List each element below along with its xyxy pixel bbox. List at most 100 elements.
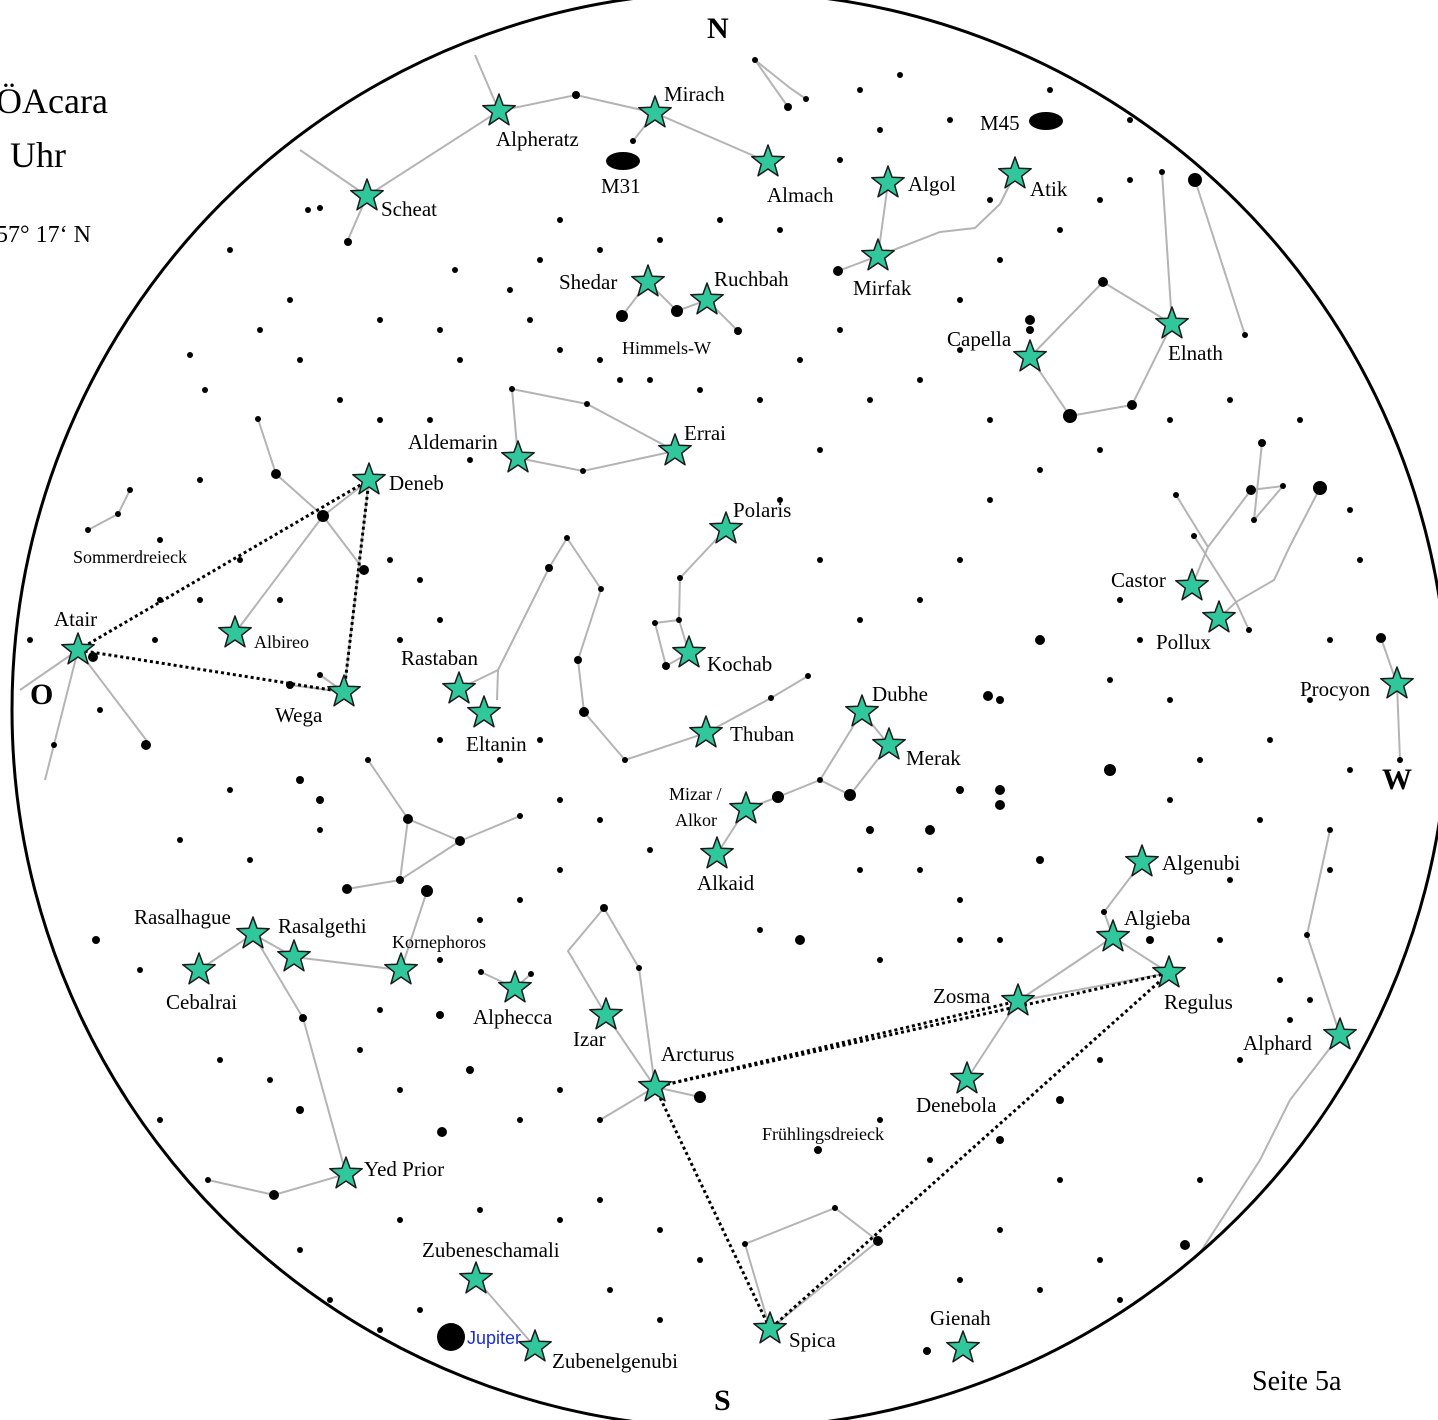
label-mizar-alkor: Mizar / bbox=[669, 784, 721, 804]
field-star bbox=[983, 691, 993, 701]
field-star bbox=[1127, 177, 1133, 183]
label-merak: Merak bbox=[906, 746, 961, 770]
star-mirfak-icon bbox=[861, 238, 895, 271]
field-star bbox=[517, 897, 523, 903]
constellation-line bbox=[1017, 972, 1170, 1002]
star-zubeneschamali-icon bbox=[459, 1261, 493, 1294]
field-star bbox=[237, 557, 243, 563]
label-spica: Spica bbox=[789, 1328, 836, 1352]
field-star bbox=[115, 511, 121, 517]
field-star bbox=[377, 1007, 383, 1013]
field-star bbox=[697, 387, 703, 393]
field-star bbox=[877, 1117, 883, 1123]
field-star bbox=[455, 836, 465, 846]
constellation-line bbox=[346, 879, 401, 890]
label-rastaban: Rastaban bbox=[401, 646, 478, 670]
field-star bbox=[734, 327, 742, 335]
star-regulus-icon bbox=[1152, 955, 1186, 988]
constellation-line bbox=[474, 54, 500, 112]
label-scheat: Scheat bbox=[381, 197, 437, 221]
field-star bbox=[1137, 637, 1143, 643]
field-star bbox=[694, 1091, 706, 1103]
asterism-triangle bbox=[652, 970, 1175, 1332]
field-star bbox=[844, 789, 856, 801]
field-star bbox=[877, 127, 883, 133]
label-cebalrai: Cebalrai bbox=[166, 990, 237, 1014]
field-star bbox=[1304, 932, 1310, 938]
field-star bbox=[403, 814, 413, 824]
field-star bbox=[377, 1327, 383, 1333]
field-star bbox=[1167, 797, 1173, 803]
label-denebola: Denebola bbox=[916, 1093, 997, 1117]
star-albireo-icon bbox=[218, 615, 252, 648]
field-star bbox=[647, 377, 653, 383]
constellation-line bbox=[257, 418, 370, 518]
star-gienah-icon bbox=[946, 1330, 980, 1363]
field-star bbox=[617, 377, 623, 383]
label-elnath: Elnath bbox=[1168, 341, 1223, 365]
star-labels: Alpheratz Mirach Almach Scheat Algol Atik Mirf… bbox=[54, 82, 1370, 1373]
star-deneb-icon bbox=[352, 462, 386, 495]
field-star bbox=[1217, 937, 1223, 943]
field-star bbox=[157, 537, 163, 543]
field-star bbox=[579, 707, 589, 717]
field-star bbox=[1227, 397, 1233, 403]
field-star bbox=[1307, 697, 1313, 703]
star-aldemarin-icon bbox=[501, 440, 535, 473]
field-star bbox=[397, 637, 403, 643]
field-star bbox=[1327, 827, 1333, 833]
field-star bbox=[996, 1136, 1004, 1144]
field-star bbox=[141, 740, 151, 750]
field-star bbox=[817, 777, 823, 783]
label-jupiter: Jupiter bbox=[467, 1328, 521, 1348]
field-star bbox=[1277, 977, 1283, 983]
field-star bbox=[227, 247, 233, 253]
field-star bbox=[317, 510, 329, 522]
star-algol-icon bbox=[871, 165, 905, 198]
field-star bbox=[995, 800, 1005, 810]
field-star bbox=[92, 936, 100, 944]
field-star bbox=[396, 876, 404, 884]
field-star bbox=[157, 1117, 163, 1123]
label-deneb: Deneb bbox=[389, 471, 444, 495]
label-arcturus: Arcturus bbox=[661, 1042, 734, 1066]
label-atair: Atair bbox=[54, 607, 97, 631]
field-star bbox=[1180, 1240, 1190, 1250]
constellation-line bbox=[566, 907, 656, 1088]
field-star bbox=[768, 695, 774, 701]
field-star bbox=[257, 327, 263, 333]
field-star bbox=[296, 776, 304, 784]
field-star bbox=[987, 417, 993, 423]
star-zosma-icon bbox=[1001, 983, 1035, 1016]
field-star bbox=[873, 1236, 883, 1246]
field-star bbox=[607, 1287, 613, 1293]
field-star bbox=[317, 672, 323, 678]
label-mizar-alkor-line2: Alkor bbox=[675, 810, 717, 830]
field-star bbox=[1242, 332, 1248, 338]
field-star bbox=[817, 557, 823, 563]
label-m31: M31 bbox=[601, 174, 641, 198]
page-number: Seite 5a bbox=[1252, 1366, 1342, 1397]
field-star bbox=[857, 867, 863, 873]
field-star bbox=[805, 673, 811, 679]
label-zubenelgenubi: Zubenelgenubi bbox=[552, 1349, 678, 1373]
star-ruchbah-icon bbox=[690, 282, 724, 315]
field-star bbox=[897, 72, 903, 78]
field-star bbox=[987, 197, 993, 203]
star-eltanin-icon bbox=[467, 695, 501, 728]
field-star bbox=[1117, 1297, 1123, 1303]
field-star bbox=[927, 1157, 933, 1163]
label-thuban: Thuban bbox=[730, 722, 795, 746]
label-almach: Almach bbox=[767, 183, 834, 207]
field-star bbox=[1188, 173, 1202, 187]
constellation-line bbox=[367, 759, 463, 883]
label-capella: Capella bbox=[947, 327, 1012, 351]
star-capella-icon bbox=[1013, 339, 1047, 372]
asterism-lines bbox=[73, 477, 1175, 1332]
star-atik-icon bbox=[998, 156, 1032, 189]
field-star bbox=[795, 935, 805, 945]
field-star bbox=[957, 347, 963, 353]
star-polaris-icon bbox=[709, 511, 743, 544]
field-star bbox=[1237, 1057, 1243, 1063]
